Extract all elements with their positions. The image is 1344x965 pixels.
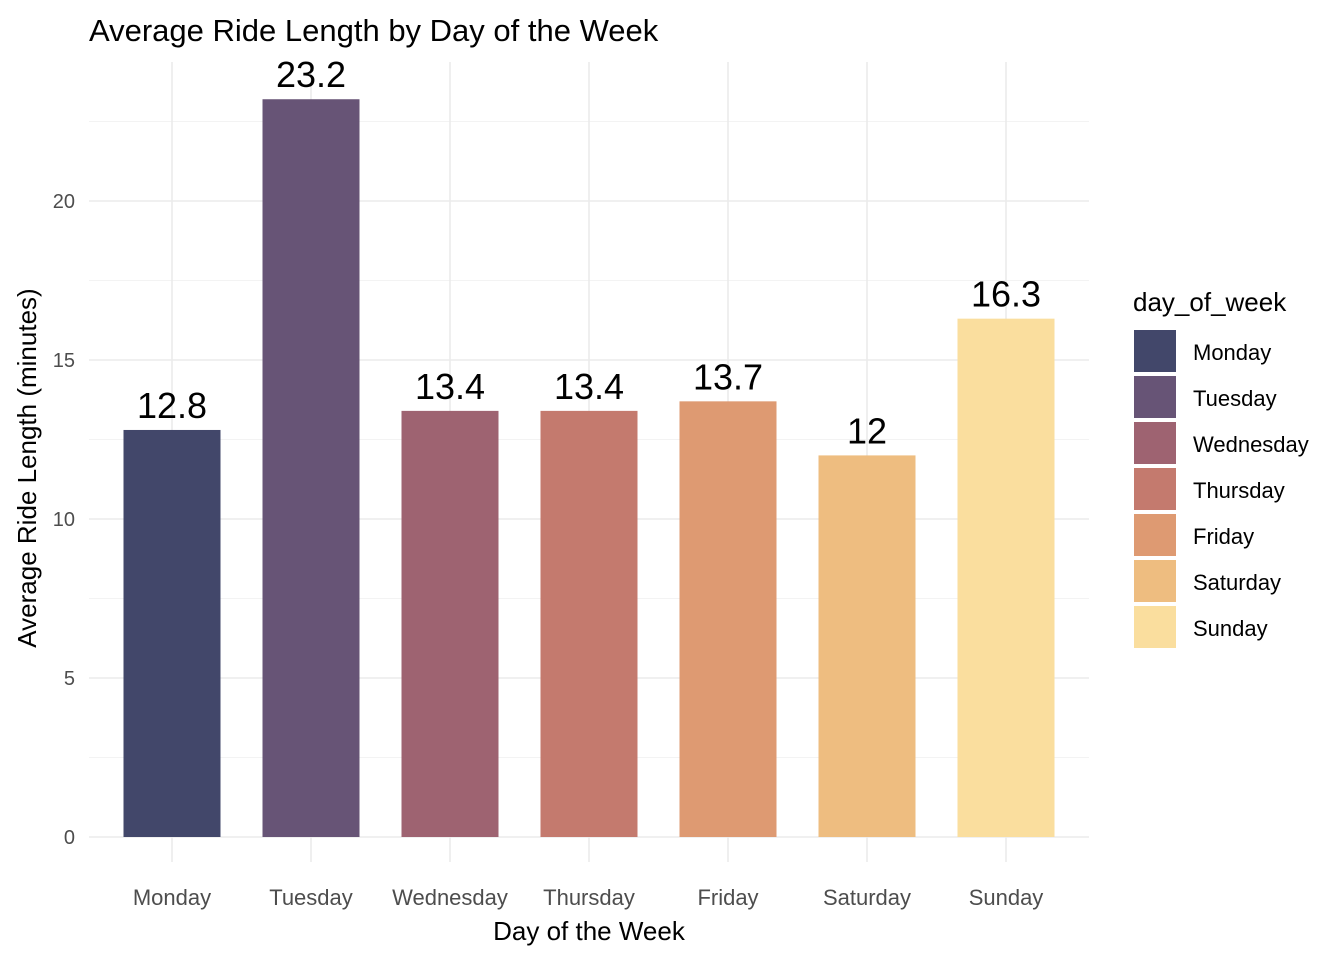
- legend-label: Sunday: [1193, 616, 1268, 641]
- x-tick-label: Sunday: [969, 885, 1044, 910]
- y-axis-label: Average Ride Length (minutes): [12, 288, 42, 647]
- y-tick-label: 0: [64, 827, 75, 849]
- data-label: 12: [847, 410, 887, 451]
- data-label: 13.4: [554, 366, 624, 407]
- legend-key-wednesday: [1132, 420, 1178, 466]
- y-tick-label: 15: [53, 350, 75, 372]
- x-tick-label: Monday: [133, 885, 211, 910]
- x-tick-label: Friday: [697, 885, 758, 910]
- legend-key-sunday: [1132, 604, 1178, 650]
- x-tick-label: Tuesday: [269, 885, 353, 910]
- y-tick-label: 20: [53, 191, 75, 213]
- bar-tuesday: [262, 99, 360, 838]
- bar-monday: [123, 429, 221, 837]
- legend: day_of_week Monday Tuesday Wednesday Thursd…: [1132, 287, 1309, 650]
- data-label: 13.7: [693, 356, 763, 397]
- y-axis-ticks: 0 5 10 15 20: [53, 191, 75, 849]
- bar-sunday: [957, 318, 1055, 837]
- data-label: 16.3: [971, 274, 1041, 315]
- x-axis-ticks: Monday Tuesday Wednesday Thursday Friday Satu…: [133, 885, 1043, 910]
- legend-label: Tuesday: [1193, 386, 1277, 411]
- bar-friday: [679, 401, 777, 837]
- bar-saturday: [818, 455, 916, 837]
- legend-key-monday: [1132, 328, 1178, 374]
- data-label: 13.4: [415, 366, 485, 407]
- legend-label: Thursday: [1193, 478, 1285, 503]
- x-tick-label: Thursday: [543, 885, 635, 910]
- bars: [123, 99, 1055, 838]
- legend-key-saturday: [1132, 558, 1178, 604]
- legend-label: Saturday: [1193, 570, 1281, 595]
- x-tick-label: Saturday: [823, 885, 911, 910]
- bar-wednesday: [401, 410, 499, 837]
- legend-key-friday: [1132, 512, 1178, 558]
- legend-key-thursday: [1132, 466, 1178, 512]
- data-label: 12.8: [137, 385, 207, 426]
- legend-label: Monday: [1193, 340, 1271, 365]
- data-label: 23.2: [276, 54, 346, 95]
- x-tick-label: Wednesday: [392, 885, 508, 910]
- legend-label: Wednesday: [1193, 432, 1309, 457]
- legend-title: day_of_week: [1133, 287, 1287, 317]
- x-axis-label: Day of the Week: [493, 916, 686, 946]
- y-tick-label: 10: [53, 509, 75, 531]
- data-labels: 12.8 23.2 13.4 13.4 13.7 12 16.3: [137, 54, 1041, 451]
- legend-key-tuesday: [1132, 374, 1178, 420]
- legend-label: Friday: [1193, 524, 1254, 549]
- y-tick-label: 5: [64, 668, 75, 690]
- chart-title: Average Ride Length by Day of the Week: [89, 13, 659, 48]
- bar-thursday: [540, 410, 638, 837]
